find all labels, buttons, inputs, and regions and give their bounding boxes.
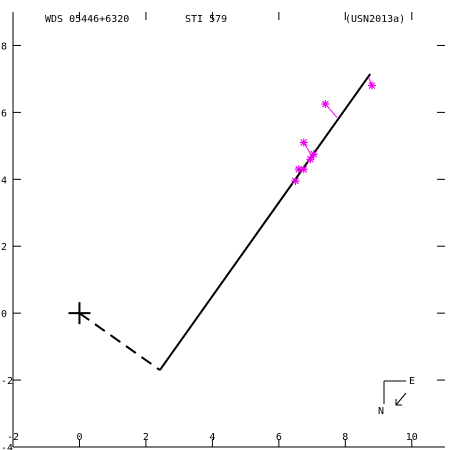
observation-point [368, 82, 376, 90]
periastron-dashed-line [78, 312, 161, 371]
observation-point [310, 150, 318, 158]
orbit-layer [68, 73, 372, 371]
x-tick-label: 2 [143, 432, 149, 443]
reference-label: (USN2013a) [345, 14, 405, 25]
x-tick-label: 0 [76, 432, 82, 443]
y-tick-label: -2 [1, 376, 13, 387]
observation-point [300, 139, 308, 146]
compass-east-label: E [409, 376, 415, 387]
wds-designation: WDS 05446+6320 [45, 14, 129, 25]
y-tick-label: 2 [1, 242, 7, 253]
y-tick-label: -4 [1, 443, 13, 450]
observations-layer [291, 77, 376, 185]
orbit-line [159, 73, 372, 371]
axes [12, 12, 445, 448]
compass: N E [378, 376, 415, 417]
observation-point [295, 165, 303, 173]
x-tick-label: 10 [406, 432, 418, 443]
star-name: STI 579 [185, 14, 227, 25]
x-tick-label: 6 [276, 432, 282, 443]
y-tick-label: 6 [1, 108, 7, 119]
observation-point [306, 155, 314, 163]
y-tick-label: 4 [1, 175, 7, 186]
compass-motion-arrow [395, 392, 407, 406]
x-tick-label: 8 [342, 432, 348, 443]
compass-north-label: N [378, 406, 384, 417]
compass-arrowhead [395, 399, 402, 406]
observation-point [321, 100, 329, 108]
y-tick-label: 0 [1, 309, 7, 320]
x-tick-label: -2 [7, 432, 19, 443]
observation-point [292, 177, 299, 185]
observation-point [300, 165, 308, 173]
x-tick-label: 4 [209, 432, 215, 443]
y-tick-label: 8 [1, 41, 7, 52]
